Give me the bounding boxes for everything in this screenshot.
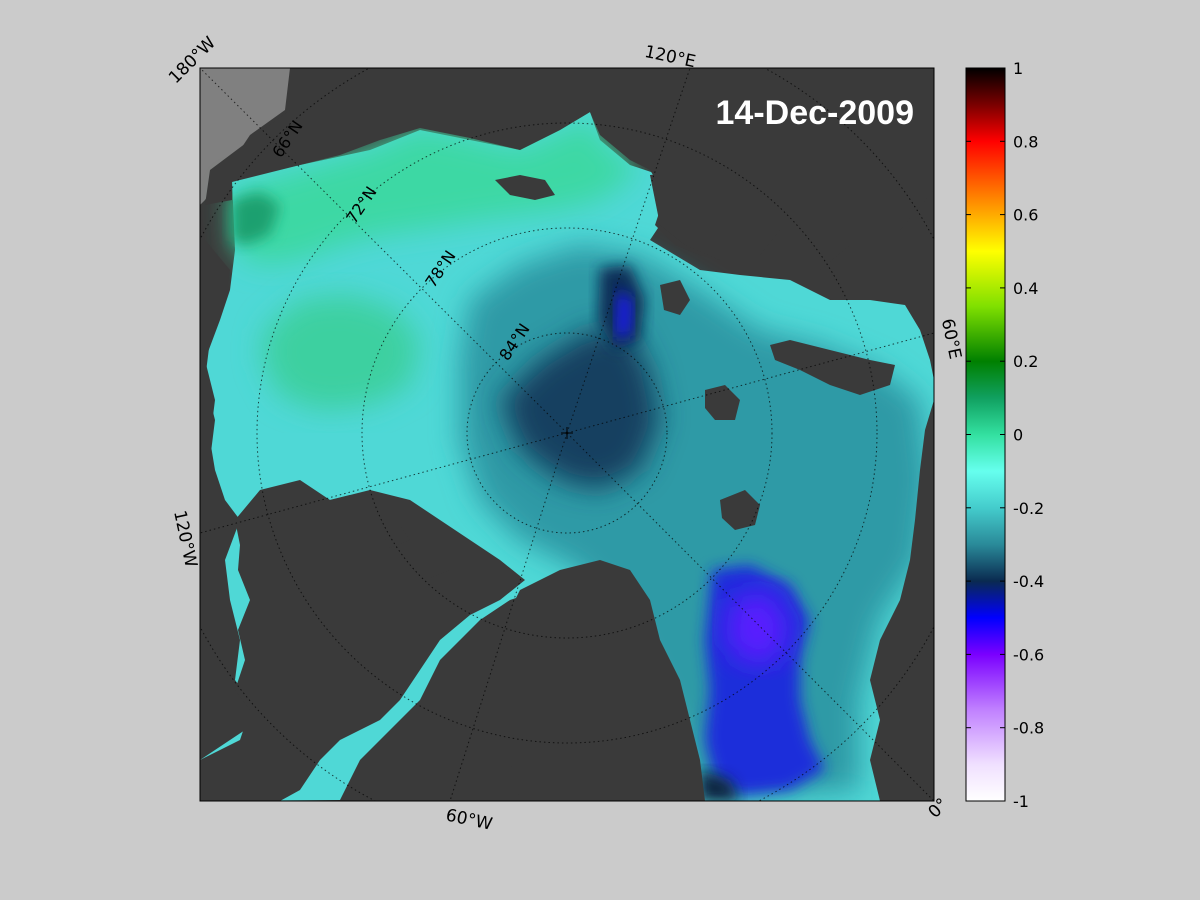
colorbar-tick-label: 0.2 [1013, 352, 1038, 371]
anomaly-darkgreen [232, 192, 280, 245]
colorbar-tick-label: -0.6 [1013, 645, 1044, 664]
date-label: 14-Dec-2009 [716, 94, 914, 132]
colorbar-tick-label: -0.8 [1013, 719, 1044, 738]
colorbar-gradient [966, 68, 1005, 801]
colorbar-tick-label: -0.4 [1013, 572, 1044, 591]
lon-label-60e: 60°E [937, 317, 965, 361]
lon-label-60w: 60°W [444, 805, 494, 834]
colorbar-tick-label: 1 [1013, 59, 1023, 78]
colorbar-tick-label: 0 [1013, 426, 1023, 445]
anomaly-green-top [232, 118, 640, 265]
map-panel [200, 68, 934, 801]
colorbar: 1 0.8 0.6 0.4 0.2 0 -0.2 -0.4 -0.6 -0.8 -1 [965, 59, 1044, 811]
anomaly-darkblue-edge [700, 770, 740, 801]
map-frame [199, 67, 935, 802]
colorbar-tick-label: 0.8 [1013, 132, 1038, 151]
colorbar-tick-label: -1 [1013, 792, 1029, 811]
anomaly-green-left [262, 295, 420, 410]
colorbar-tick-label: 0.6 [1013, 206, 1038, 225]
colorbar-ticks: 1 0.8 0.6 0.4 0.2 0 -0.2 -0.4 -0.6 -0.8 -1 [966, 59, 1044, 811]
anomaly-violet-core [725, 590, 790, 665]
anomaly-dark-core [500, 330, 660, 490]
meridians [200, 68, 934, 801]
latitude-circles [200, 68, 934, 801]
colorbar-tick-label: -0.2 [1013, 499, 1044, 518]
anomaly-blue-strip [616, 290, 632, 338]
pole-marker [561, 427, 573, 439]
land-masses [200, 68, 934, 801]
colorbar-tick-label: 0.4 [1013, 279, 1038, 298]
lon-label-120w: 120°W [169, 509, 201, 570]
